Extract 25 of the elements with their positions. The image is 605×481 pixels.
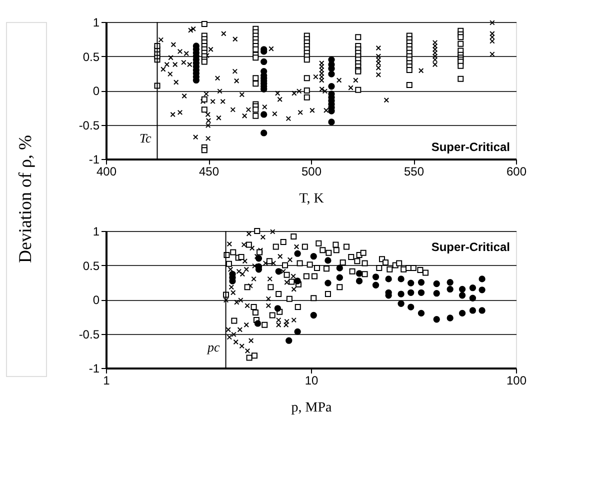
y-tick-label: 0.5 bbox=[82, 258, 100, 273]
ref-line-label: pc bbox=[206, 339, 220, 354]
y-tick-label: 0.5 bbox=[82, 50, 100, 64]
x-tick-label: 1 bbox=[103, 374, 110, 388]
y-tick-label: 0 bbox=[92, 293, 100, 307]
ref-line-label: Tc bbox=[139, 130, 152, 146]
x-tick-label: 100 bbox=[506, 374, 527, 388]
x-tick-label: 600 bbox=[506, 164, 527, 178]
y-tick-label: 1 bbox=[92, 16, 100, 30]
y-tick-label: -1 bbox=[88, 362, 100, 376]
y-axis-title: Deviation of ρ, % bbox=[15, 135, 35, 263]
x-axis-title: T, K bbox=[299, 192, 324, 206]
y-tick-label: 1 bbox=[92, 224, 100, 238]
annotation: Super-Critical bbox=[431, 240, 510, 254]
x-tick-label: 500 bbox=[301, 164, 322, 178]
y-tick-label: -0.5 bbox=[78, 118, 100, 132]
y-tick-label: -0.5 bbox=[78, 327, 100, 342]
x-tick-label: 400 bbox=[96, 164, 117, 178]
y-tick-label: 0 bbox=[92, 84, 100, 98]
x-axis-title: p, MPa bbox=[291, 400, 333, 416]
x-tick-label: 550 bbox=[404, 164, 424, 178]
y-tick-label: -1 bbox=[88, 152, 100, 166]
annotation: Super-Critical bbox=[431, 140, 510, 154]
x-tick-label: 450 bbox=[198, 164, 220, 178]
x-tick-label: 10 bbox=[304, 374, 318, 388]
